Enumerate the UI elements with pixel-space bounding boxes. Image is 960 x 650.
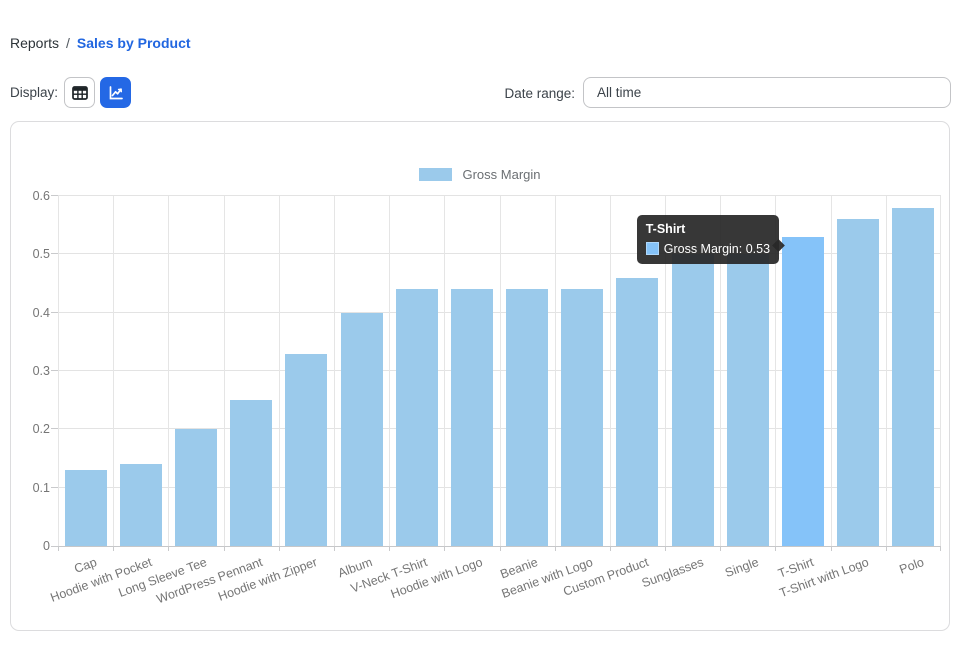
gridline-vertical: [886, 196, 887, 546]
gridline-horizontal: [58, 428, 941, 430]
gridline-vertical: [940, 196, 941, 546]
x-axis-tick: [279, 546, 280, 551]
y-axis-tick-label: 0.6: [32, 189, 50, 203]
date-range-input[interactable]: [583, 77, 951, 108]
bar-hoodie-with-logo[interactable]: [450, 289, 493, 546]
x-axis-label: Polo: [897, 555, 927, 577]
x-axis-tick: [389, 546, 390, 551]
date-range-label: Date range:: [504, 86, 575, 101]
bar-hoodie-with-pocket[interactable]: [119, 464, 162, 546]
x-axis-tick: [444, 546, 445, 551]
bar-album[interactable]: [340, 312, 383, 546]
breadcrumb-current-page[interactable]: Sales by Product: [76, 35, 191, 51]
gridline-vertical: [389, 196, 390, 546]
x-axis-tick: [224, 546, 225, 551]
x-axis-label: Cap: [72, 555, 99, 577]
breadcrumb: Reports / Sales by Product: [10, 35, 191, 51]
bar-polo[interactable]: [892, 207, 935, 546]
bar-wordpress-pennant[interactable]: [230, 400, 273, 546]
x-axis-tick: [555, 546, 556, 551]
x-axis-tick: [886, 546, 887, 551]
x-axis-tick: [831, 546, 832, 551]
gridline-vertical: [500, 196, 501, 546]
y-axis-tick: [51, 370, 58, 371]
gridline-horizontal: [58, 253, 941, 255]
x-axis-tick: [113, 546, 114, 551]
gridline-vertical: [279, 196, 280, 546]
gridline-horizontal: [58, 370, 941, 371]
bar-single[interactable]: [726, 254, 769, 546]
bar-chart-plot-area: 0 0.1 0.2 0.3 0.4 0.5 0.6 Cap Hoodie with Pocket…: [33, 189, 941, 606]
x-axis-tick: [58, 546, 59, 551]
tooltip-value-label: Gross Margin: 0.53: [663, 241, 771, 256]
legend-label: Gross Margin: [462, 166, 541, 182]
table-view-button[interactable]: [64, 77, 95, 108]
gridline-vertical: [58, 196, 59, 546]
bar-hoodie-with-zipper[interactable]: [285, 353, 328, 546]
bar-v-neck-t-shirt[interactable]: [395, 289, 438, 546]
x-axis-tick: [334, 546, 335, 551]
chart-tooltip: T-Shirt Gross Margin: 0.53: [636, 214, 785, 264]
y-axis-tick-label: 0: [43, 539, 50, 553]
y-axis-tick: [51, 195, 58, 196]
x-axis-tick: [500, 546, 501, 551]
gridline-vertical: [224, 196, 225, 546]
line-chart-icon: [107, 84, 125, 102]
y-axis-tick-label: 0.2: [32, 422, 50, 437]
y-axis-tick-label: 0.4: [32, 305, 50, 320]
breadcrumb-separator: /: [66, 35, 70, 51]
table-icon: [71, 84, 89, 102]
y-axis-tick-label: 0.1: [32, 480, 50, 495]
x-axis-tick: [168, 546, 169, 551]
y-axis-tick: [51, 253, 58, 255]
x-axis-tick: [775, 546, 776, 551]
gridline-vertical: [775, 196, 776, 546]
x-axis-tick: [610, 546, 611, 551]
gridline-vertical: [610, 196, 611, 546]
bar-beanie[interactable]: [506, 289, 549, 546]
breadcrumb-reports-link[interactable]: Reports: [10, 35, 60, 51]
chart-legend[interactable]: Gross Margin: [11, 166, 949, 182]
tooltip-series-swatch: [645, 242, 659, 256]
gridline-horizontal: [58, 486, 941, 488]
bar-cap[interactable]: [64, 470, 107, 546]
x-axis-tick: [720, 546, 721, 551]
y-axis-tick: [51, 428, 58, 430]
bar-t-shirt[interactable]: [782, 236, 825, 546]
gridline-vertical: [168, 196, 169, 546]
bar-custom-product[interactable]: [616, 277, 659, 546]
display-label: Display:: [10, 85, 59, 100]
chart-card: Gross Margin 0 0.1 0.2 0.3 0.4 0.5 0.6 Cap Hoodi…: [10, 121, 950, 631]
bar-long-sleeve-tee[interactable]: [174, 429, 217, 546]
gridline-vertical: [831, 196, 832, 546]
gridline-horizontal: [58, 311, 941, 313]
x-axis-label: Sunglasses: [639, 555, 706, 591]
gridline-horizontal: [58, 195, 941, 196]
x-axis-line: [58, 546, 941, 547]
tooltip-title: T-Shirt: [645, 221, 686, 236]
chart-view-button[interactable]: [100, 77, 131, 108]
y-axis-tick-label: 0.5: [32, 247, 50, 262]
bar-sunglasses[interactable]: [671, 254, 714, 546]
x-axis-tick: [940, 546, 941, 551]
y-axis-tick-label: 0.3: [32, 364, 50, 378]
gridline-vertical: [334, 196, 335, 546]
x-axis-tick: [665, 546, 666, 551]
bar-beanie-with-logo[interactable]: [561, 289, 604, 546]
gridline-vertical: [555, 196, 556, 546]
gridline-vertical: [720, 196, 721, 546]
x-axis-label: Single: [723, 555, 761, 581]
y-axis-tick: [51, 546, 58, 547]
bar-t-shirt-with-logo[interactable]: [837, 219, 880, 546]
gridline-vertical: [113, 196, 114, 546]
gridline-vertical: [444, 196, 445, 546]
y-axis-tick: [51, 311, 58, 313]
legend-swatch-gross-margin: [419, 167, 453, 181]
y-axis-tick: [51, 486, 58, 488]
gridline-vertical: [665, 196, 666, 546]
